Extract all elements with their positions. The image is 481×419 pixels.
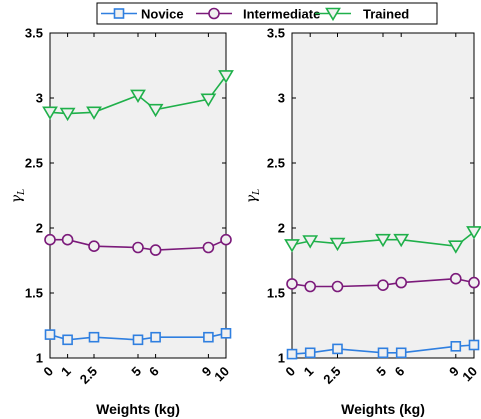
data-point-trained bbox=[147, 103, 164, 118]
data-point-novice bbox=[377, 347, 389, 359]
x-tick-label: 5 bbox=[373, 364, 389, 380]
y-tick-label: 1.5 bbox=[25, 286, 43, 301]
legend-marker-novice bbox=[113, 8, 125, 19]
x-tick-label: 10 bbox=[459, 364, 480, 385]
series-novice bbox=[44, 327, 232, 346]
data-point-intermediate bbox=[61, 233, 74, 246]
series-trained bbox=[42, 70, 234, 122]
data-point-trained bbox=[284, 239, 300, 253]
data-point-novice bbox=[203, 331, 214, 343]
x-tick-label: 0 bbox=[282, 364, 298, 380]
y-tick-label: 3 bbox=[278, 91, 285, 106]
x-tick-label: 2.5 bbox=[320, 364, 343, 387]
y-axis-label: γL bbox=[244, 189, 262, 203]
x-tick-label: 0 bbox=[40, 364, 56, 380]
x-tick-label: 9 bbox=[199, 364, 215, 380]
y-tick-label: 2 bbox=[36, 221, 43, 236]
legend-label-novice: Novice bbox=[141, 7, 184, 22]
y-tick-label: 2 bbox=[278, 221, 285, 236]
data-point-intermediate bbox=[202, 241, 215, 254]
data-point-trained bbox=[86, 106, 102, 120]
data-point-novice bbox=[304, 347, 316, 359]
data-point-novice bbox=[132, 334, 144, 346]
data-point-trained bbox=[329, 237, 346, 252]
legend-label-trained: Trained bbox=[363, 7, 409, 22]
data-point-intermediate bbox=[44, 233, 56, 246]
legend-item-intermediate: Intermediate bbox=[196, 7, 320, 22]
data-point-trained bbox=[42, 106, 58, 120]
data-point-intermediate bbox=[395, 276, 408, 289]
data-point-novice bbox=[44, 329, 56, 340]
data-point-trained bbox=[130, 89, 146, 103]
x-tick-label: 1 bbox=[301, 364, 317, 380]
data-point-intermediate bbox=[468, 276, 480, 289]
legend: Novice Intermediate Trained bbox=[96, 2, 438, 25]
legend-item-trained: Trained bbox=[315, 7, 409, 22]
y-tick-label: 3.5 bbox=[267, 26, 285, 41]
data-point-intermediate bbox=[88, 240, 100, 252]
data-point-novice bbox=[62, 334, 73, 346]
data-point-novice bbox=[150, 331, 161, 343]
x-axis-label: Weights (kg) bbox=[341, 401, 425, 417]
legend-marker-trained bbox=[325, 7, 341, 22]
legend-item-novice: Novice bbox=[101, 7, 184, 22]
data-point-trained bbox=[59, 107, 76, 122]
data-point-intermediate bbox=[449, 272, 462, 285]
data-point-novice bbox=[450, 340, 462, 352]
y-tick-label: 2.5 bbox=[267, 156, 285, 171]
data-point-trained bbox=[393, 233, 410, 248]
plot-area bbox=[50, 33, 226, 358]
data-point-novice bbox=[286, 348, 298, 360]
x-tick-label: 5 bbox=[128, 364, 144, 380]
y-tick-label: 1 bbox=[36, 351, 43, 366]
data-point-trained bbox=[200, 93, 217, 107]
data-point-intermediate bbox=[304, 280, 317, 293]
data-point-trained bbox=[466, 226, 481, 240]
series-intermediate bbox=[286, 272, 480, 293]
y-tick-label: 3.5 bbox=[25, 26, 43, 41]
data-point-novice bbox=[332, 343, 343, 355]
y-tick-label: 3 bbox=[36, 91, 43, 106]
data-point-trained bbox=[375, 233, 391, 248]
x-tick-label: 6 bbox=[146, 364, 162, 380]
legend-label-intermediate: Intermediate bbox=[243, 7, 320, 22]
axes-frame bbox=[49, 32, 227, 359]
data-point-trained bbox=[302, 235, 319, 249]
y-tick-label: 1.5 bbox=[267, 286, 285, 301]
plot-area bbox=[292, 33, 474, 358]
legend-marker-intermediate bbox=[208, 7, 220, 20]
x-axis-label: Weights (kg) bbox=[96, 401, 180, 417]
series-trained bbox=[284, 226, 481, 254]
legend-box bbox=[96, 2, 438, 25]
data-point-intermediate bbox=[377, 279, 389, 292]
data-point-intermediate bbox=[286, 278, 298, 290]
x-tick-label: 6 bbox=[392, 364, 408, 380]
data-point-novice bbox=[88, 331, 100, 343]
data-point-novice bbox=[220, 327, 232, 339]
x-tick-label: 9 bbox=[446, 364, 462, 380]
y-axis-label: γL bbox=[9, 189, 27, 203]
x-tick-label: 1 bbox=[58, 364, 74, 380]
y-tick-label: 2.5 bbox=[25, 156, 43, 171]
series-intermediate bbox=[44, 233, 232, 256]
data-point-trained bbox=[218, 70, 234, 84]
x-tick-label: 2.5 bbox=[77, 364, 100, 387]
data-point-novice bbox=[395, 347, 407, 359]
data-point-novice bbox=[468, 339, 480, 351]
data-point-intermediate bbox=[331, 280, 344, 293]
data-point-intermediate bbox=[149, 244, 162, 256]
y-tick-label: 1 bbox=[278, 351, 285, 366]
series-novice bbox=[286, 339, 480, 360]
data-point-intermediate bbox=[220, 233, 232, 246]
data-point-trained bbox=[447, 240, 464, 254]
x-tick-label: 10 bbox=[211, 364, 232, 385]
data-point-intermediate bbox=[132, 241, 144, 254]
